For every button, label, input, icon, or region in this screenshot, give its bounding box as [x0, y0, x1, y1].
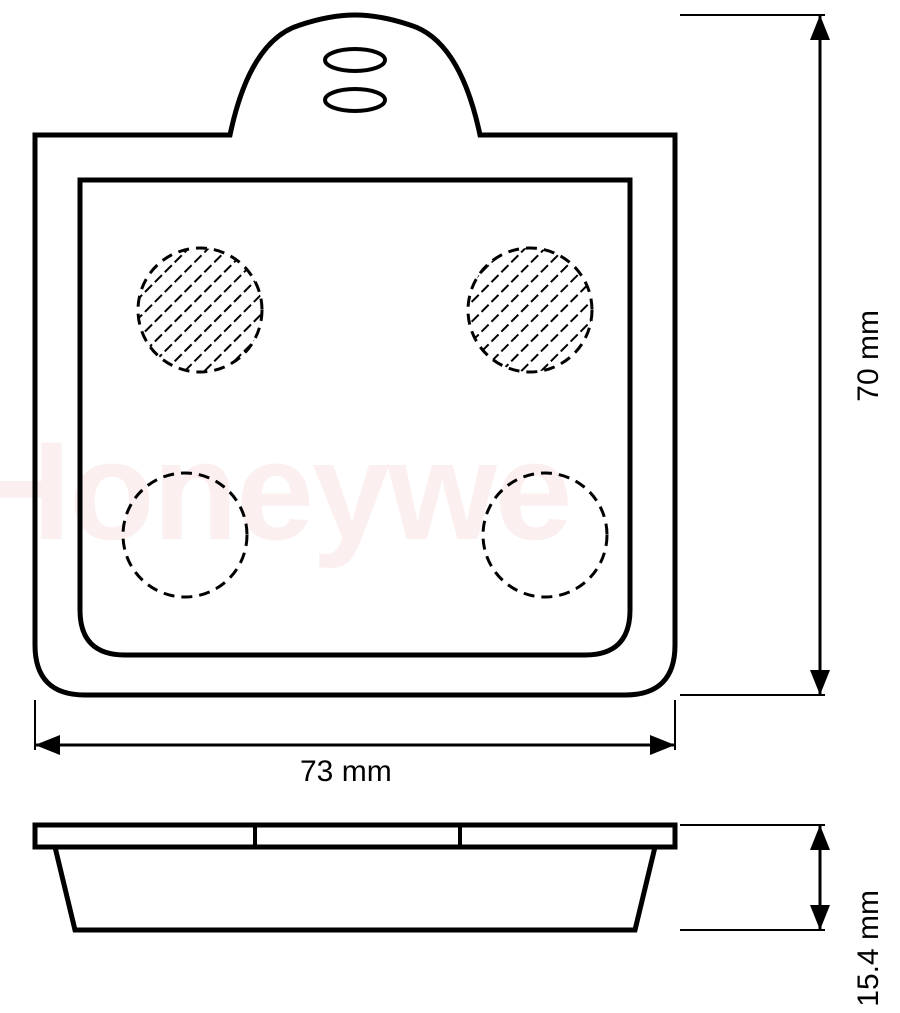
dimension-height — [680, 15, 830, 695]
tab-slot-upper — [325, 49, 385, 71]
contact-circle-bottom-left — [123, 473, 247, 597]
pad-side-view — [35, 825, 675, 930]
tab-slot-lower — [325, 89, 385, 111]
dimension-thickness — [680, 825, 830, 930]
contact-circle-bottom-right — [483, 473, 607, 597]
pad-outer-outline — [35, 15, 675, 695]
width-dimension-label: 73 mm — [300, 755, 392, 789]
dimension-width — [35, 700, 675, 755]
height-dimension-label: 70 mm — [852, 310, 886, 402]
contact-circle-top-left — [138, 248, 262, 372]
thickness-dimension-label: 15.4 mm — [852, 890, 886, 1007]
contact-circle-top-right — [468, 248, 592, 372]
technical-drawing — [0, 0, 900, 1013]
